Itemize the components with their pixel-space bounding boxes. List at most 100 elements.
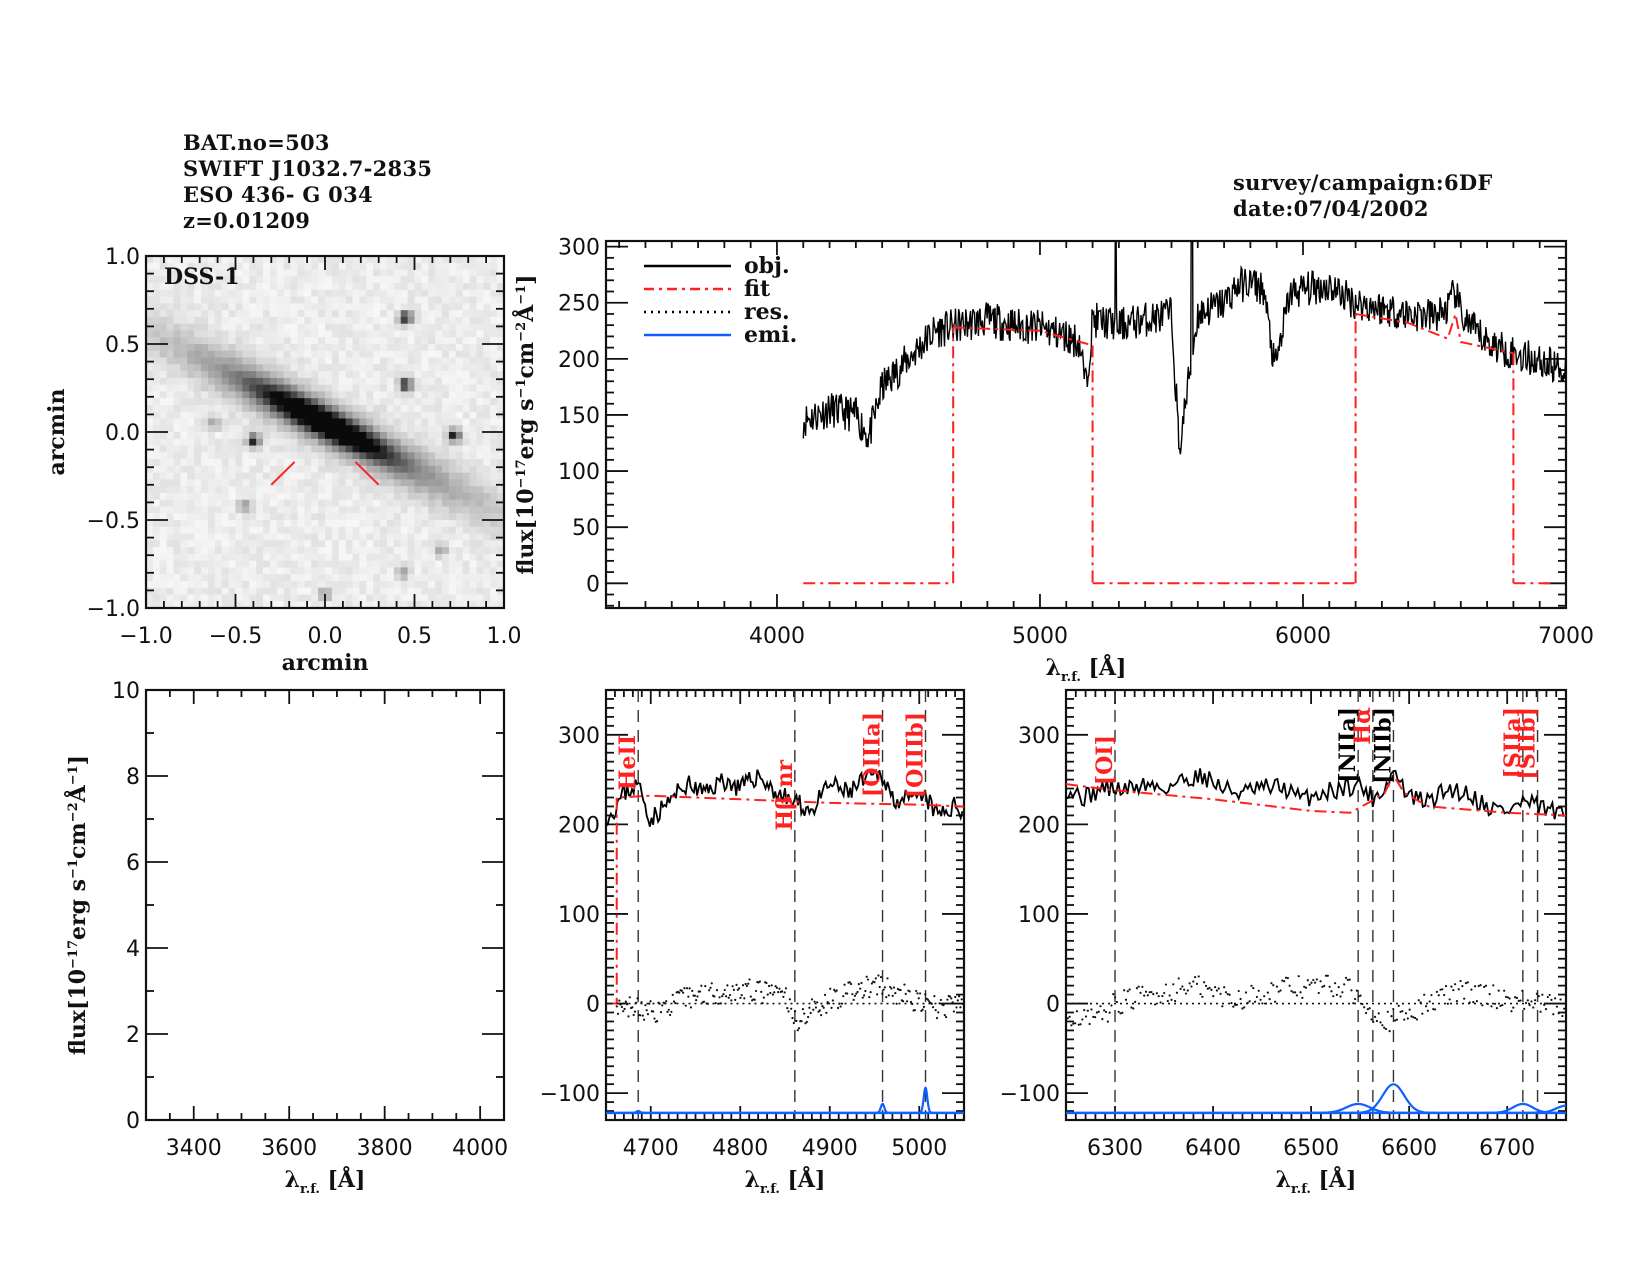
image-pixel — [442, 269, 450, 277]
image-pixel — [325, 574, 333, 582]
image-pixel — [373, 425, 381, 433]
image-pixel — [152, 445, 161, 453]
residual-point — [1412, 1016, 1415, 1019]
image-pixel — [448, 513, 457, 521]
image-pixel — [194, 357, 202, 365]
image-pixel — [276, 323, 285, 332]
full-spectrum-xtick-label: 7000 — [1538, 624, 1594, 649]
residual-point — [1386, 1010, 1389, 1013]
image-pixel — [490, 580, 498, 589]
image-pixel — [469, 580, 478, 589]
image-pixel — [297, 296, 305, 304]
image-pixel — [173, 303, 182, 311]
residual-point — [1141, 985, 1144, 988]
image-pixel — [152, 465, 161, 474]
image-pixel — [386, 594, 395, 602]
image-pixel — [448, 425, 457, 433]
image-pixel — [428, 479, 436, 487]
image-pixel — [269, 553, 278, 562]
image-pixel — [207, 452, 216, 460]
image-pixel — [290, 384, 299, 392]
image-pixel — [249, 357, 257, 365]
residual-point — [791, 1016, 794, 1020]
image-pixel — [173, 479, 182, 487]
image-pixel — [214, 594, 223, 602]
image-pixel — [414, 256, 422, 264]
image-pixel — [283, 310, 292, 318]
image-pixel — [435, 594, 443, 602]
image-pixel — [263, 601, 271, 608]
image-pixel — [201, 357, 209, 365]
image-pixel — [386, 350, 395, 359]
image-pixel — [393, 513, 402, 521]
image-pixel — [414, 486, 422, 494]
image-pixel — [393, 479, 402, 487]
image-pixel — [331, 513, 340, 521]
residual-point — [1373, 1015, 1377, 1018]
image-pixel — [311, 391, 319, 399]
image-pixel — [263, 472, 271, 480]
image-pixel — [180, 580, 188, 589]
image-pixel — [462, 587, 471, 596]
image-pixel — [366, 350, 374, 359]
residual-point — [1333, 982, 1337, 985]
image-pixel — [325, 580, 333, 589]
image-pixel — [235, 262, 243, 271]
residual-point — [856, 990, 859, 994]
image-pixel — [380, 344, 388, 352]
residual-point — [902, 1000, 905, 1003]
residual-point — [1084, 1015, 1088, 1018]
image-pixel — [386, 574, 395, 582]
image-pixel — [187, 587, 195, 596]
image-pixel — [414, 459, 422, 467]
residual-point — [1150, 990, 1153, 994]
residual-point — [769, 991, 772, 995]
image-pixel — [180, 344, 188, 352]
image-pixel — [194, 479, 202, 487]
residual-point — [1148, 991, 1151, 994]
residual-point — [931, 1006, 935, 1009]
image-pixel — [173, 316, 182, 325]
residual-point — [1470, 988, 1473, 991]
image-pixel — [304, 337, 312, 345]
image-pixel — [187, 520, 195, 528]
image-pixel — [166, 533, 175, 541]
image-pixel — [407, 350, 416, 359]
image-pixel — [428, 533, 436, 541]
residual-point — [1452, 989, 1455, 992]
image-pixel — [373, 459, 381, 467]
image-pixel — [359, 262, 367, 271]
residual-point — [883, 986, 887, 989]
image-pixel — [187, 310, 195, 318]
residual-point — [1424, 1005, 1428, 1008]
image-pixel — [187, 540, 195, 548]
image-pixel — [214, 513, 223, 521]
residual-point — [1346, 978, 1349, 981]
image-pixel — [146, 371, 154, 379]
image-pixel — [414, 418, 422, 426]
image-pixel — [462, 526, 471, 535]
image-pixel — [352, 513, 361, 521]
residual-point — [1428, 1000, 1431, 1003]
residual-point — [954, 995, 957, 999]
residual-point — [628, 996, 631, 999]
image-pixel — [366, 269, 374, 277]
image-pixel — [242, 418, 250, 426]
image-pixel — [221, 344, 230, 352]
image-pixel — [448, 432, 457, 440]
residual-point — [744, 982, 747, 986]
image-pixel — [146, 404, 154, 413]
image-pixel — [283, 438, 292, 447]
image-pixel — [393, 526, 402, 535]
image-pixel — [366, 296, 374, 304]
residual-point — [1113, 996, 1117, 999]
image-pixel — [304, 513, 312, 521]
image-pixel — [338, 418, 347, 426]
image-pixel — [311, 404, 319, 413]
image-pixel — [366, 547, 374, 555]
image-pixel — [469, 560, 478, 568]
residual-point — [1377, 1012, 1380, 1015]
image-pixel — [228, 445, 237, 453]
image-pixel — [373, 411, 381, 420]
image-pixel — [249, 472, 257, 480]
